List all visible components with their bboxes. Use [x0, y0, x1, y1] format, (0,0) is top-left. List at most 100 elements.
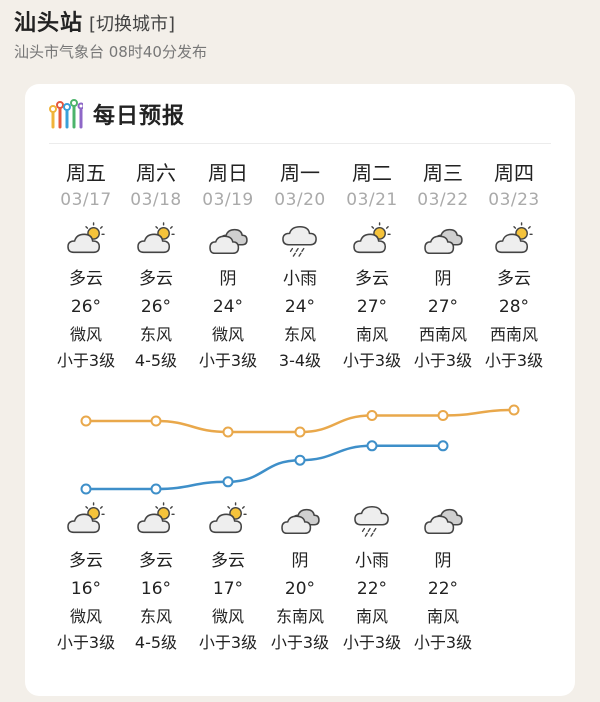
night-wind-level: 小于3级 [56, 633, 116, 652]
card-title: 每日预报 [93, 104, 186, 129]
weekday-label: 周一 [280, 161, 320, 185]
day-high-temp: 26° [140, 297, 172, 317]
light-rain-icon [354, 505, 389, 537]
high-temp-point [366, 410, 378, 421]
day-column: 周四 03/23 多云 28° 西南风小于3级 [479, 160, 549, 374]
low-temp-point [294, 454, 306, 466]
night-wind-level: 小于3级 [198, 633, 258, 652]
partly-cloudy-icon [137, 222, 175, 254]
day-condition: 多云 [497, 269, 531, 289]
day-column: 周日 03/19 阴 24° 微风 小于3级 [193, 160, 263, 374]
low-temp-point [366, 440, 378, 452]
day-column: 周二 03/21 多云 27° 南风 小于3级 [337, 160, 407, 374]
night-low-temp: 22° [427, 579, 459, 599]
high-temp-point [437, 410, 449, 421]
daily-forecast-card: 每日预报 周五 03/17 多云 26° 微风 小于3级 多云 16° 微风 小于3级 周六 03/1… [25, 84, 575, 696]
night-column: 多云 16° 微风 小于3级 [51, 502, 121, 656]
night-wind-direction: 东南风 [275, 607, 324, 626]
day-wind-direction: 东风 [283, 325, 316, 344]
day-wind-direction: 南风 [355, 325, 388, 344]
weekday-label: 周日 [208, 161, 248, 185]
high-temp-point [294, 426, 306, 438]
day-high-temp: 27° [427, 297, 459, 317]
day-column: 周三 03/22 阴 27° 西南风 小于3级 [408, 160, 478, 374]
night-wind-direction: 南风 [355, 607, 388, 626]
high-temp-point [222, 426, 234, 438]
night-wind-level: 4-5级 [134, 633, 178, 652]
night-low-temp: 20° [284, 579, 316, 599]
card-header: 每日预报 [49, 94, 185, 134]
light-rain-icon [282, 225, 317, 257]
day-wind-direction: 东风 [139, 325, 172, 344]
night-condition: 小雨 [355, 551, 389, 571]
night-condition: 阴 [291, 551, 309, 571]
partly-cloudy-icon [209, 502, 247, 534]
night-low-temp: 16° [70, 579, 102, 599]
day-wind-direction: 西南风 [418, 325, 467, 344]
low-temp-line [86, 444, 443, 491]
switch-city-link[interactable]: [切换城市] [89, 14, 176, 35]
day-wind-direction: 微风 [69, 325, 102, 344]
high-temp-point [150, 415, 162, 427]
weekday-label: 周五 [66, 161, 106, 185]
bar-chart-icon [49, 99, 83, 129]
night-column: 阴 20° 东南风小于3级 [265, 502, 335, 656]
low-temp-point [222, 476, 234, 488]
night-wind-level: 小于3级 [270, 633, 330, 652]
weekday-label: 周四 [494, 161, 534, 185]
day-wind-level: 4-5级 [134, 351, 178, 370]
day-high-temp: 24° [284, 297, 316, 317]
date-label: 03/18 [130, 190, 182, 210]
low-temp-point [437, 440, 449, 452]
night-condition: 多云 [211, 551, 245, 571]
overcast-icon [209, 228, 248, 255]
night-wind-direction: 东风 [139, 607, 172, 626]
low-temp-point [80, 483, 92, 495]
weekday-label: 周二 [352, 161, 392, 185]
partly-cloudy-icon [67, 222, 105, 254]
day-condition: 小雨 [283, 269, 317, 289]
overcast-icon [424, 228, 463, 255]
high-temp-point [80, 415, 92, 427]
low-temp-point [150, 483, 162, 495]
station-line: 汕头站 [切换城市] [14, 10, 207, 39]
day-condition: 多云 [139, 269, 173, 289]
day-high-temp: 26° [70, 297, 102, 317]
station-name: 汕头站 [14, 11, 84, 36]
day-wind-level: 小于3级 [484, 351, 544, 370]
night-column: 小雨 22° 南风 小于3级 [337, 502, 407, 656]
night-low-temp: 22° [356, 579, 388, 599]
day-column: 周六 03/18 多云 26° 东风 4-5级 [121, 160, 191, 374]
day-column: 周五 03/17 多云 26° 微风小于3级 [51, 160, 121, 374]
partly-cloudy-icon [495, 222, 533, 254]
day-condition: 多云 [69, 269, 103, 289]
day-condition: 多云 [355, 269, 389, 289]
date-label: 03/20 [274, 190, 326, 210]
night-condition: 多云 [139, 551, 173, 571]
weekday-label: 周六 [136, 161, 176, 185]
night-low-temp: 17° [212, 579, 244, 599]
temperature-trend-chart [80, 404, 520, 495]
day-condition: 阴 [219, 269, 237, 289]
night-column: 多云 16° 东风 4-5级 [121, 502, 191, 656]
night-low-temp: 16° [140, 579, 172, 599]
overcast-icon [424, 508, 463, 535]
night-wind-level: 小于3级 [413, 633, 473, 652]
day-wind-direction: 微风 [211, 325, 244, 344]
day-wind-level: 小于3级 [56, 351, 116, 370]
date-label: 03/23 [488, 190, 540, 210]
day-wind-level: 小于3级 [342, 351, 402, 370]
high-temp-point [508, 404, 520, 416]
partly-cloudy-icon [67, 502, 105, 534]
day-wind-direction: 西南风 [489, 325, 538, 344]
publish-info: 汕头市气象台 08时40分发布 [14, 43, 207, 61]
date-label: 03/19 [202, 190, 254, 210]
day-column: 周一 03/20 小雨 24° 东风 3-4级 [265, 160, 335, 374]
night-column: 多云 17° 微风 小于3级 [193, 502, 263, 656]
partly-cloudy-icon [137, 502, 175, 534]
date-label: 03/17 [60, 190, 112, 210]
day-high-temp: 28° [498, 297, 530, 317]
day-condition: 阴 [434, 269, 452, 289]
header: 汕头站 [切换城市] 汕头市气象台 08时40分发布 [14, 10, 207, 62]
night-condition: 阴 [434, 551, 452, 571]
